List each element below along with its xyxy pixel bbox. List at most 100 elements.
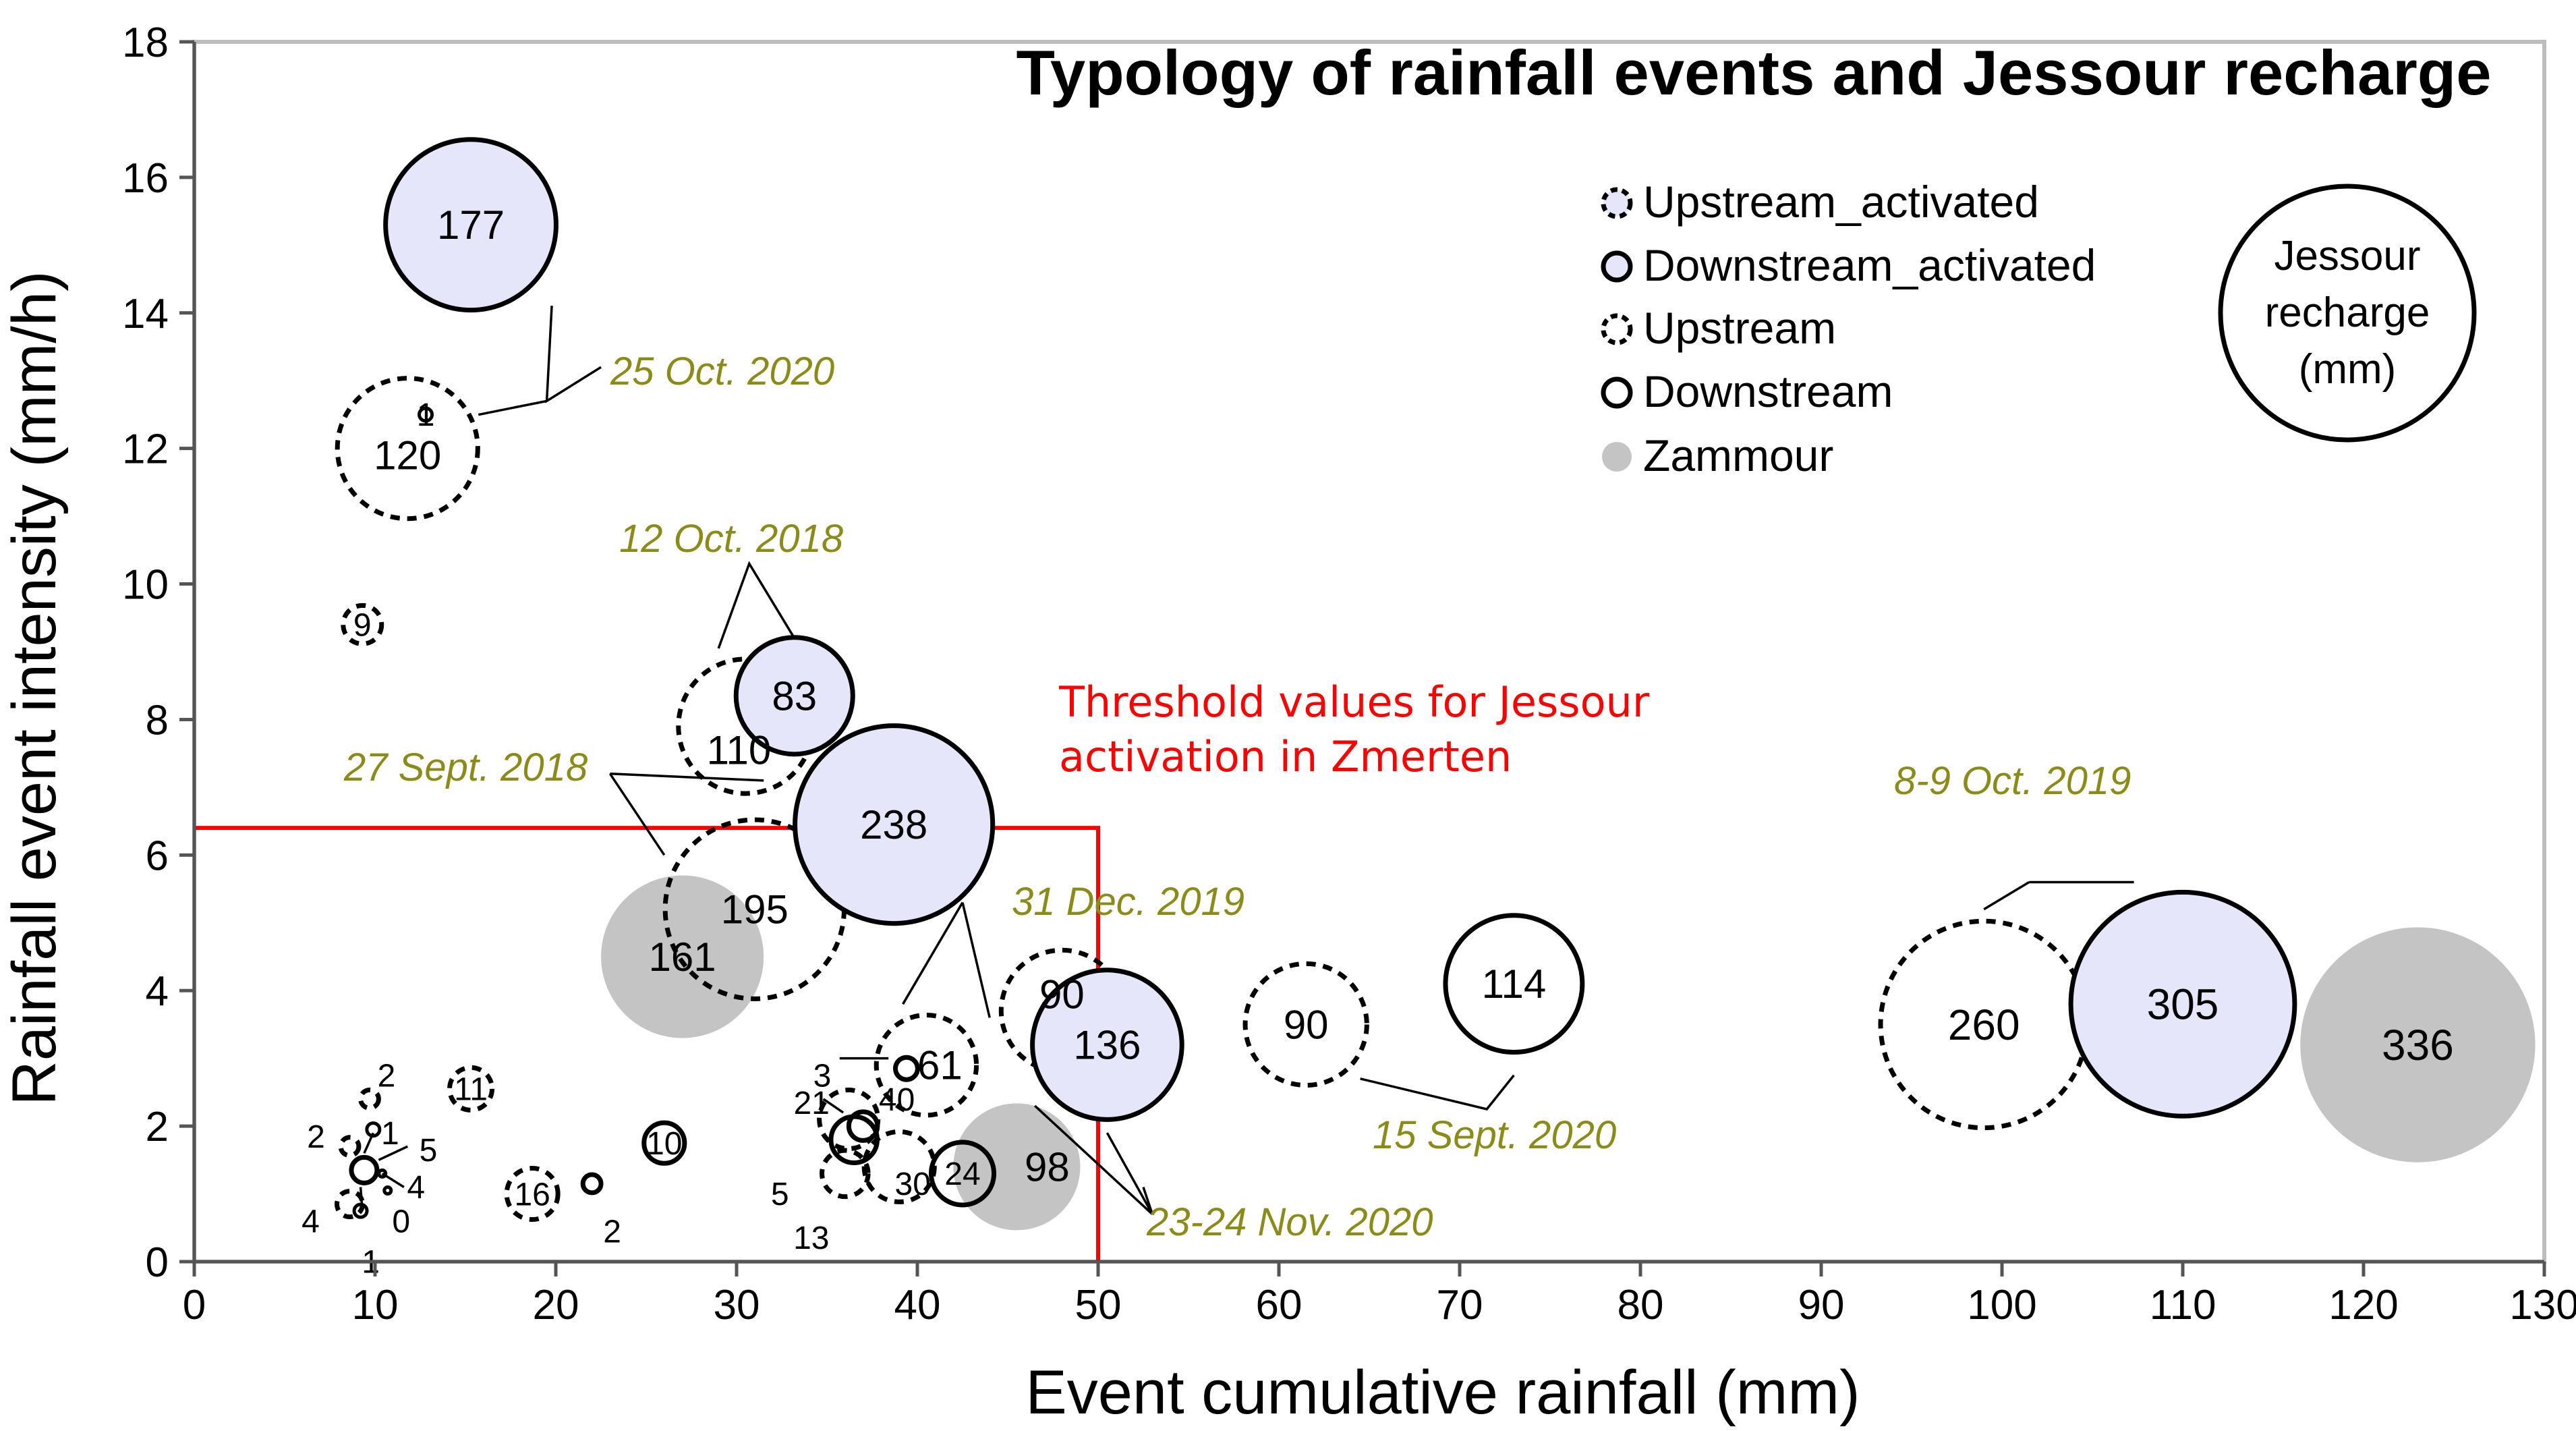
annotation-leader-line [545, 306, 602, 403]
annotation-leader-line [608, 773, 666, 856]
x-tick-label: 130 [2509, 1282, 2576, 1328]
x-tick-label: 30 [714, 1282, 760, 1328]
x-tick-label: 70 [1437, 1282, 1483, 1328]
x-tick-label: 110 [2150, 1282, 2216, 1328]
value-label-downstream-activated: 83 [772, 673, 817, 719]
y-axis-title: Rainfall event intensity (mm/h) [0, 271, 69, 1105]
value-label-downstream: 24 [944, 1156, 980, 1192]
value-label-upstream: 11 [454, 1072, 488, 1108]
value-label-downstream: 40 [879, 1082, 915, 1118]
value-label-upstream: 21 [793, 1086, 829, 1121]
annotation-leader-line [1983, 881, 2030, 911]
annotation-leader-line [359, 1187, 364, 1211]
bubble-upstream [504, 1166, 561, 1223]
bubble-upstream [335, 376, 480, 522]
value-label-downstream: 10 [646, 1126, 682, 1162]
x-tick-label: 0 [183, 1282, 206, 1328]
annotation-leader-line [1034, 1104, 1153, 1215]
bubble-upstream [820, 1148, 871, 1200]
bubble-downstream [382, 1185, 393, 1196]
x-tick-label: 60 [1256, 1282, 1303, 1328]
size-legend-circle [2218, 184, 2477, 443]
date-label-12-oct-2018: 12 Oct. 2018 [619, 517, 843, 561]
annotation-leader-line [961, 902, 991, 1018]
bubble-upstream [338, 1135, 362, 1158]
y-tick-label: 12 [122, 426, 169, 473]
value-label-upstream: 2 [307, 1119, 325, 1155]
x-tick-label: 40 [894, 1282, 941, 1328]
annotation-leader-line [478, 399, 547, 416]
legend-label-upstream-activated: Upstream_activated [1643, 177, 2039, 227]
legend-label-downstream: Downstream [1643, 366, 1893, 416]
y-tick-label: 0 [146, 1239, 169, 1286]
x-tick-label: 100 [1967, 1282, 2036, 1328]
legend-marker-upstream-activated [1601, 187, 1633, 219]
y-tick-label: 18 [122, 20, 169, 66]
value-label-downstream: 1 [381, 1116, 399, 1152]
value-label-downstream: 2 [603, 1214, 621, 1250]
y-tick-label: 8 [146, 697, 169, 743]
legend-label-downstream-activated: Downstream_activated [1643, 240, 2096, 290]
threshold-label-line2: activation in Zmerten [1059, 732, 1512, 781]
value-label-downstream: 114 [1482, 961, 1547, 1007]
value-label-upstream: 90 [1039, 972, 1085, 1017]
x-tick-label: 10 [352, 1282, 399, 1328]
bubble-upstream [447, 1065, 495, 1113]
value-label-downstream-activated: 238 [860, 802, 927, 847]
chart-title: Typology of rainfall events and Jessour … [1016, 37, 2491, 108]
legend-marker-upstream [1601, 313, 1633, 345]
bubble-upstream [358, 1087, 381, 1111]
y-tick-label: 16 [122, 155, 169, 202]
legend-label-upstream: Upstream [1643, 303, 1836, 353]
legend: Upstream_activated Downstream_activated … [1601, 177, 2477, 480]
x-tick-label: 50 [1075, 1282, 1122, 1328]
value-label-downstream: 1 [417, 397, 435, 433]
bubble-upstream [352, 1202, 369, 1219]
bubble-downstream-activated [1030, 967, 1184, 1122]
annotation-leader-line [902, 901, 964, 1005]
bubble-downstream-activated [383, 137, 559, 313]
bubble-downstream [365, 1121, 382, 1138]
value-label-upstream: 260 [1948, 1001, 2020, 1049]
bubble-downstream [1443, 913, 1585, 1055]
value-label-upstream: 90 [1284, 1002, 1329, 1047]
value-label-downstream-activated: 177 [437, 202, 505, 248]
size-legend-line1: Jessour [2274, 233, 2420, 279]
bubble-upstream [341, 602, 384, 646]
bubble-upstream [1242, 961, 1369, 1088]
value-label-downstream: 5 [420, 1133, 438, 1169]
bubble-downstream [580, 1172, 604, 1196]
value-label-upstream: 110 [707, 727, 772, 773]
value-label-zammour: 98 [1025, 1144, 1070, 1189]
x-tick-label: 20 [533, 1282, 579, 1328]
bubble-downstream [892, 1055, 920, 1082]
bubble-downstream [928, 1140, 997, 1208]
bubble-downstream [418, 406, 434, 423]
legend-marker-downstream-activated [1601, 250, 1633, 283]
x-axis-title: Event cumulative rainfall (mm) [1025, 1358, 1860, 1427]
value-label-downstream: 5 [771, 1177, 789, 1212]
date-label-23-24-nov-2020: 23-24 Nov. 2020 [1146, 1200, 1433, 1244]
threshold-label: Threshold values for Jessour activation … [1058, 677, 1650, 781]
x-tick-label: 120 [2328, 1282, 2398, 1328]
value-label-upstream: 195 [721, 887, 789, 932]
bubble-zammour [2300, 927, 2536, 1162]
bubble-zammour [601, 875, 764, 1038]
legend-marker-zammour [1602, 442, 1632, 472]
bubble-downstream [377, 1168, 388, 1179]
value-label-downstream: 3 [813, 1059, 832, 1094]
size-legend-line2: recharge [2265, 289, 2430, 336]
date-label-15-sept-2020: 15 Sept. 2020 [1373, 1113, 1616, 1157]
annotation-leader-line [363, 1132, 374, 1154]
date-label-31-dec-2019: 31 Dec. 2019 [1012, 880, 1244, 924]
annotation-leader-line [1106, 1132, 1154, 1215]
date-annotations: 25 Oct. 2020 12 Oct. 2018 27 Sept. 2018 … [343, 349, 2131, 1244]
annotation-leader-line [1360, 1074, 1515, 1111]
value-label-downstream-activated: 136 [1073, 1023, 1141, 1068]
value-label-zammour: 161 [649, 934, 716, 980]
y-tick-label: 2 [146, 1104, 169, 1150]
annotation-leader-line [610, 773, 764, 782]
annotation-leader-line [381, 1172, 405, 1188]
size-legend-line3: (mm) [2299, 346, 2397, 393]
